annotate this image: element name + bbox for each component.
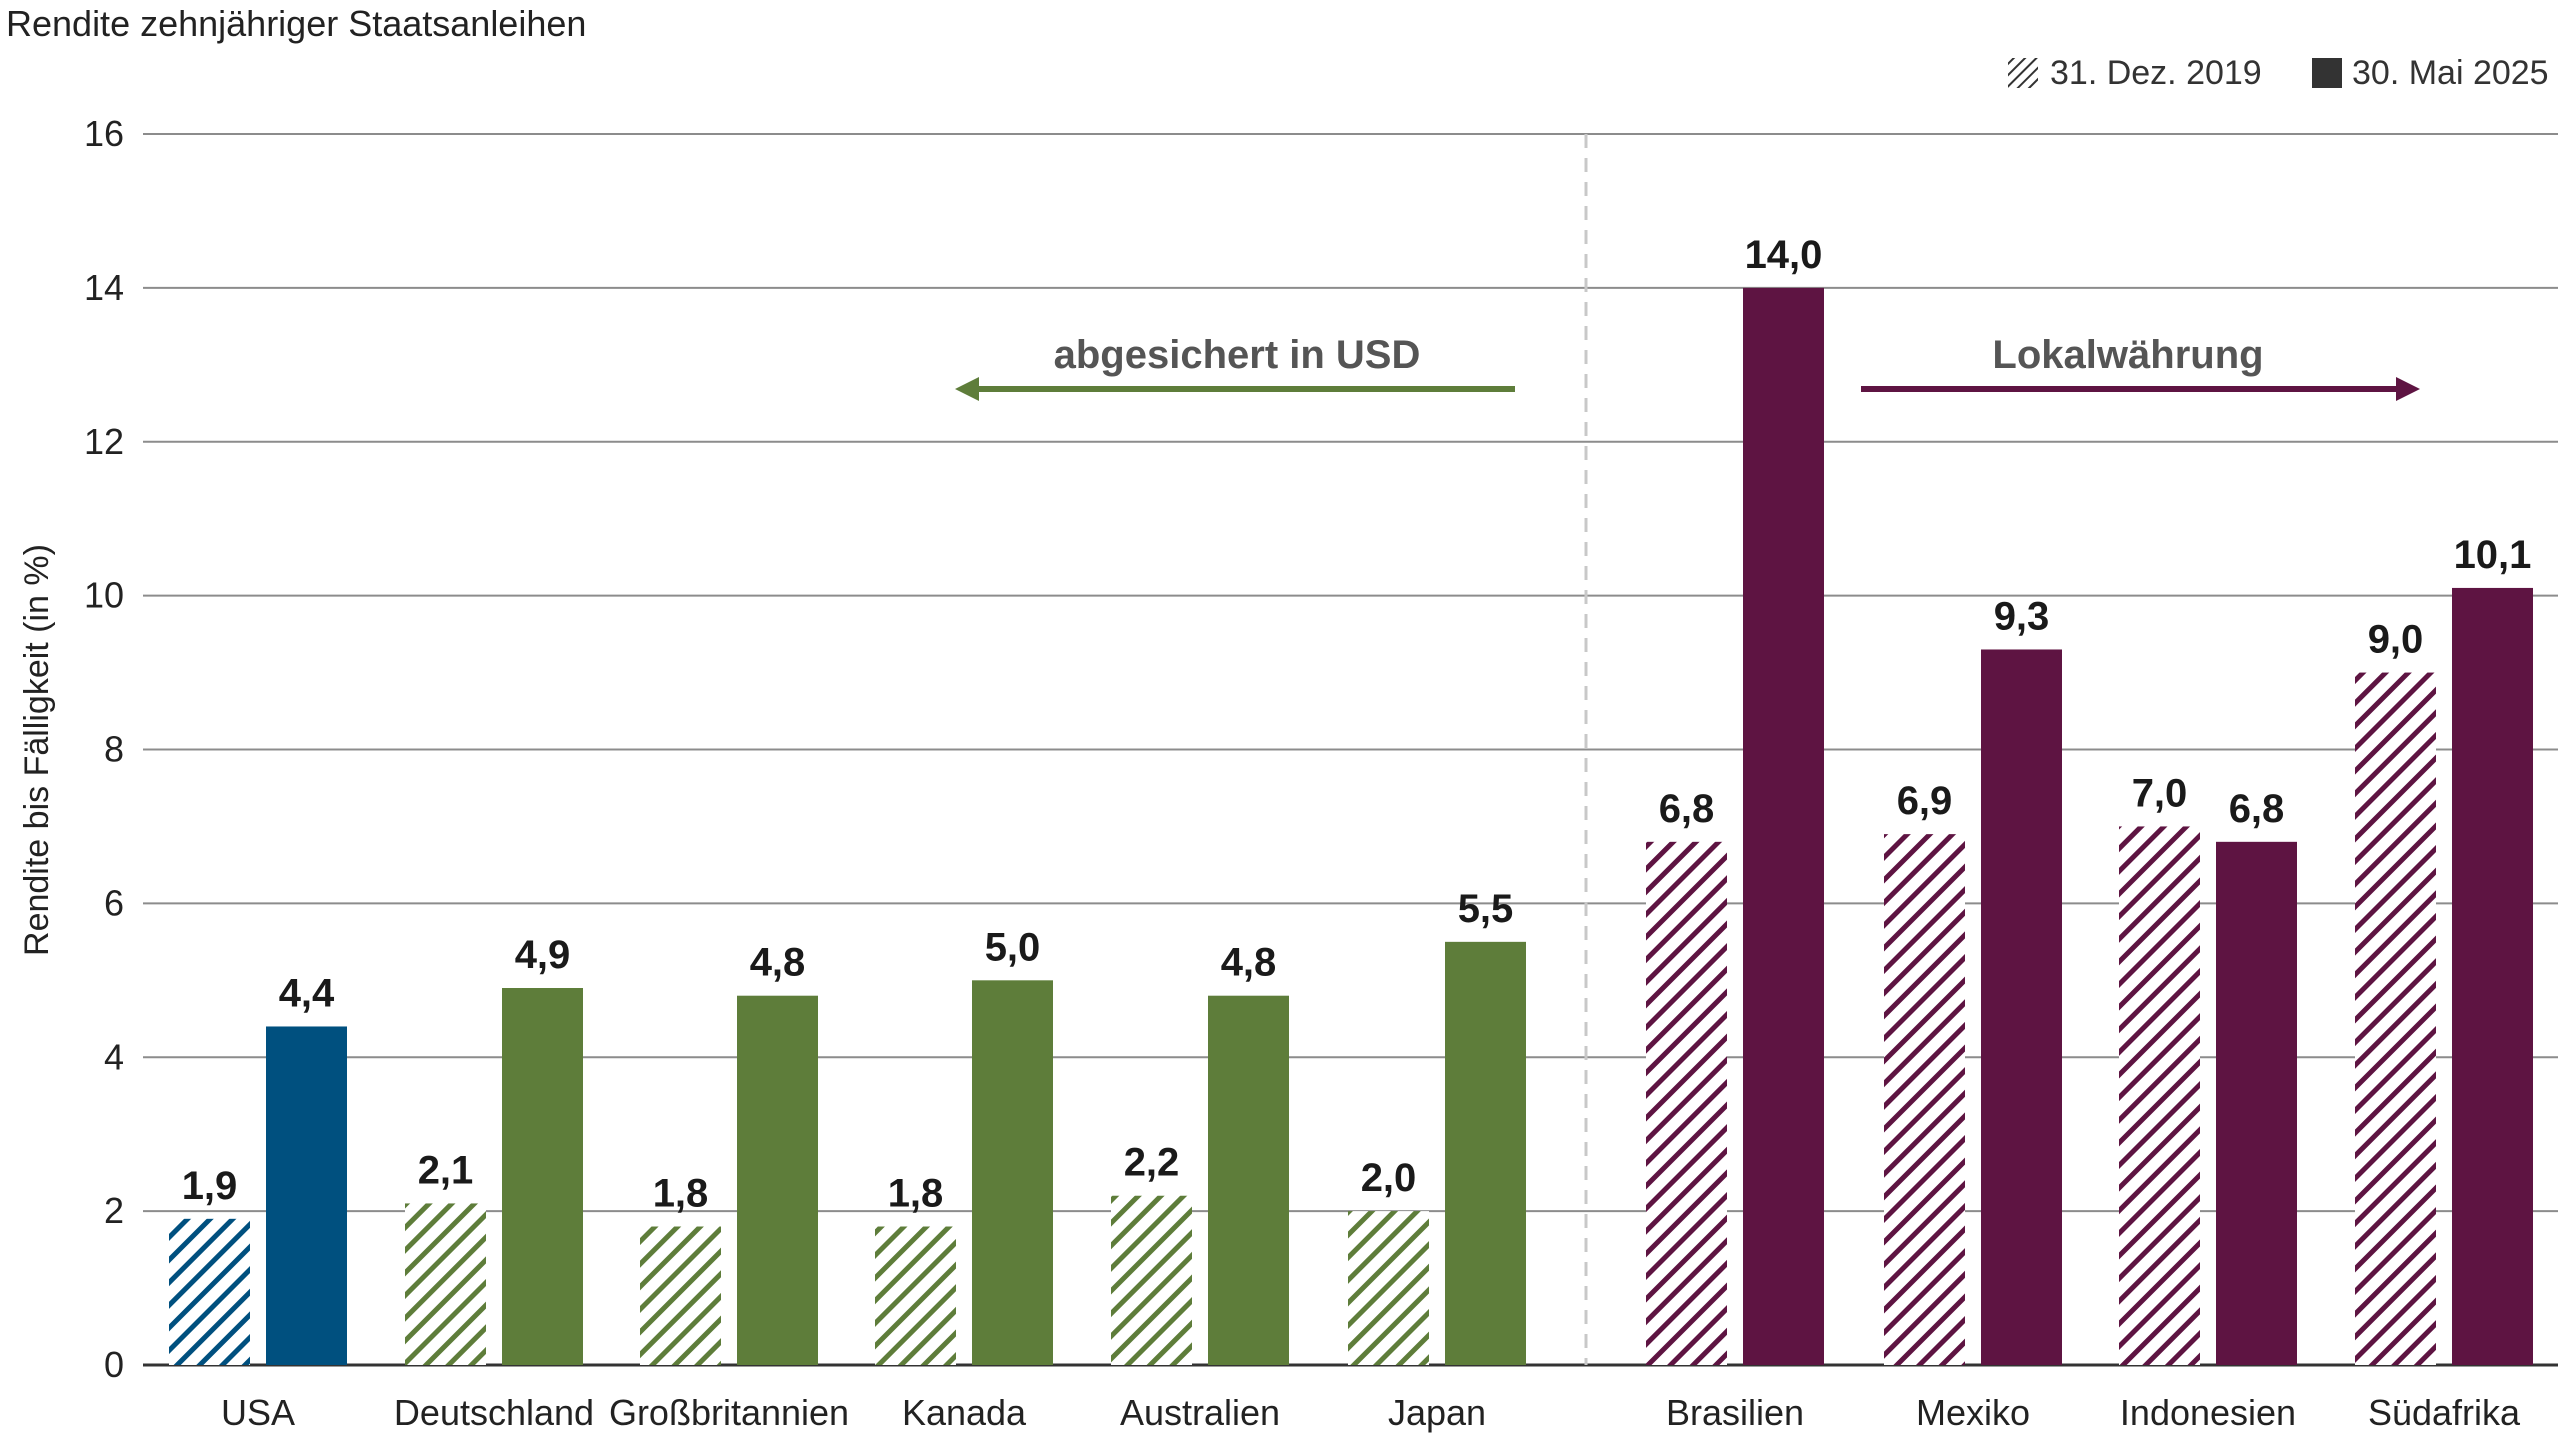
category-label: Großbritannien <box>609 1392 849 1433</box>
y-tick-label: 0 <box>104 1344 124 1385</box>
y-tick-label: 8 <box>104 729 124 770</box>
bar-indonesien-2019 <box>2119 826 2200 1365</box>
bar-kanada-2025 <box>972 980 1053 1365</box>
bar-usa-2025 <box>266 1026 347 1365</box>
y-tick-label: 14 <box>84 267 124 308</box>
arrowhead-left-icon <box>955 377 979 401</box>
bar-usa-2019 <box>169 1218 250 1365</box>
annotation-local-text: Lokalwährung <box>1992 333 2263 377</box>
y-tick-label: 10 <box>84 575 124 616</box>
value-labels: 1,9 4,4 2,1 4,9 1,8 4,8 1,8 5,0 2,2 4,8 2,0 5,5 6,8 1… <box>182 233 2532 1216</box>
value-label: 10,1 <box>2454 533 2532 577</box>
bar-großbritannien-2019 <box>640 1226 721 1365</box>
value-label: 6,8 <box>2229 787 2285 831</box>
value-label: 5,0 <box>985 925 1041 969</box>
y-tick-labels: 0 2 4 6 8 10 12 14 16 <box>84 113 124 1385</box>
value-label: 2,2 <box>1124 1141 1180 1185</box>
bar-indonesien-2025 <box>2216 841 2297 1365</box>
bar-südafrika-2019 <box>2355 672 2436 1365</box>
category-label: Deutschland <box>394 1392 594 1433</box>
bar-australien-2025 <box>1208 995 1289 1365</box>
y-tick-label: 4 <box>104 1036 124 1077</box>
value-label: 9,0 <box>2368 618 2424 662</box>
legend: 31. Dez. 2019 30. Mai 2025 <box>2008 54 2549 92</box>
bar-japan-2019 <box>1348 1211 1429 1365</box>
bar-großbritannien-2025 <box>737 995 818 1365</box>
annotation-hedged: abgesichert in USD <box>955 333 1515 401</box>
bar-mexiko-2025 <box>1981 649 2062 1365</box>
category-label: Kanada <box>902 1392 1027 1433</box>
value-label: 7,0 <box>2132 771 2188 815</box>
bar-brasilien-2025 <box>1743 287 1824 1365</box>
legend-label-2019: 31. Dez. 2019 <box>2050 54 2262 92</box>
value-label: 1,8 <box>653 1172 709 1216</box>
y-tick-label: 2 <box>104 1190 124 1231</box>
value-label: 1,9 <box>182 1164 238 1208</box>
y-tick-label: 12 <box>84 421 124 462</box>
value-label: 6,8 <box>1659 787 1715 831</box>
value-label: 4,8 <box>1221 941 1277 985</box>
value-label: 2,0 <box>1361 1156 1417 1200</box>
value-label: 4,4 <box>279 971 335 1015</box>
value-label: 14,0 <box>1745 233 1823 277</box>
value-label: 4,9 <box>515 933 571 977</box>
bar-deutschland-2025 <box>502 988 583 1365</box>
category-label: Brasilien <box>1666 1392 1804 1433</box>
category-labels: USA Deutschland Großbritannien Kanada Austra… <box>221 1392 2521 1433</box>
annotation-local: Lokalwährung <box>1861 333 2420 401</box>
value-label: 2,1 <box>418 1148 474 1192</box>
bar-kanada-2019 <box>875 1226 956 1365</box>
chart-title: Rendite zehnjähriger Staatsanleihen <box>6 3 586 44</box>
legend-swatch-hatched <box>2008 58 2038 88</box>
category-label: Australien <box>1120 1392 1280 1433</box>
value-label: 4,8 <box>750 941 806 985</box>
bar-mexiko-2019 <box>1884 834 1965 1365</box>
bar-deutschland-2019 <box>405 1203 486 1365</box>
arrowhead-right-icon <box>2396 377 2420 401</box>
category-label: Japan <box>1388 1392 1486 1433</box>
value-label: 1,8 <box>888 1172 944 1216</box>
legend-label-2025: 30. Mai 2025 <box>2352 54 2549 92</box>
value-label: 5,5 <box>1458 887 1514 931</box>
category-label: Südafrika <box>2368 1392 2521 1433</box>
annotation-hedged-text: abgesichert in USD <box>1054 333 1421 377</box>
value-label: 9,3 <box>1994 594 2050 638</box>
category-label: USA <box>221 1392 295 1433</box>
bar-australien-2019 <box>1111 1195 1192 1365</box>
bar-japan-2025 <box>1445 941 1526 1365</box>
category-label: Indonesien <box>2120 1392 2296 1433</box>
y-axis-label: Rendite bis Fälligkeit (in %) <box>18 544 56 956</box>
legend-swatch-solid <box>2312 58 2342 88</box>
category-label: Mexiko <box>1916 1392 2030 1433</box>
bar-brasilien-2019 <box>1646 841 1727 1365</box>
y-tick-label: 6 <box>104 882 124 923</box>
value-label: 6,9 <box>1897 779 1953 823</box>
bars <box>169 287 2533 1365</box>
bar-südafrika-2025 <box>2452 587 2533 1365</box>
y-tick-label: 16 <box>84 113 124 154</box>
